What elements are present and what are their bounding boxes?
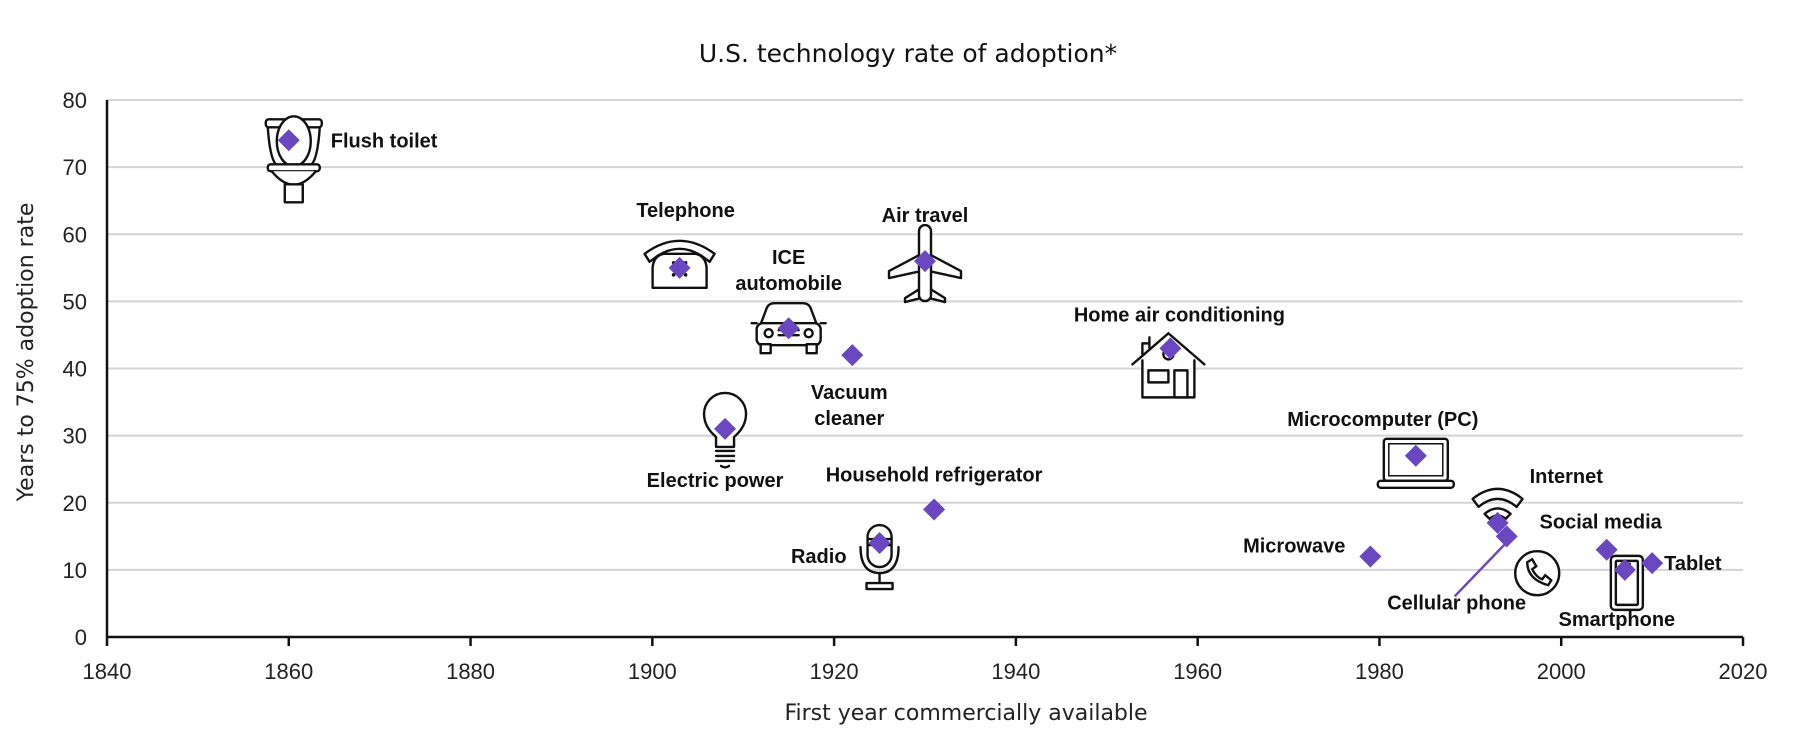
data-point-diamond [1595,538,1618,561]
x-tick-label: 1880 [446,659,495,684]
y-tick-label: 60 [63,222,87,247]
data-point-diamond [668,256,691,279]
chart-title: U.S. technology rate of adoption* [699,39,1117,68]
x-tick-label: 1980 [1355,659,1404,684]
point-label: Microwave [1243,535,1345,557]
point-label: Microcomputer (PC) [1287,409,1478,431]
wifi-icon [1471,487,1524,529]
x-tick-label: 1840 [83,659,132,684]
point-label: Flush toilet [331,130,438,152]
point-label: Radio [791,546,847,568]
x-axis-title: First year commercially available [784,701,1147,726]
x-tick-label: 1860 [264,659,313,684]
axes [105,100,1745,646]
leader-line [1453,541,1508,598]
x-tick-label: 1920 [810,659,859,684]
data-point-diamond [714,417,737,440]
x-tick-label: 1900 [628,659,677,684]
x-tick-label: 2000 [1537,659,1586,684]
point-label: Cellular phone [1387,592,1526,614]
point-label: Smartphone [1559,609,1676,631]
data-point-diamond [1159,337,1182,360]
y-tick-label: 10 [63,558,87,583]
point-label-line: automobile [735,273,842,295]
y-tick-label: 20 [63,491,87,516]
point-label-line: ICE [772,247,805,269]
point-label: Home air conditioning [1074,304,1285,326]
laptop-icon [1376,437,1456,489]
y-tick-label: 80 [63,88,87,113]
point-label-line: Vacuum [811,382,888,404]
point-label: Household refrigerator [826,464,1043,486]
y-tick-label: 40 [63,357,87,382]
tick-labels: 0 10 20 30 40 50 60 70 80 1840 1860 1880 1900 1920 194… [63,88,1768,684]
point-label: Social media [1540,512,1663,534]
point-label: Electric power [647,470,784,492]
leader-lines [1453,541,1508,598]
toilet-icon [264,115,323,204]
x-tick-label: 2020 [1719,659,1768,684]
point-label: Telephone [636,200,735,222]
data-point-diamond [1495,525,1518,548]
data-point-diamond [923,498,946,521]
phone-handset-icon [1514,550,1561,597]
point-label: ICE automobile [735,247,842,295]
point-label-line: cleaner [814,408,884,430]
data-point-diamond [914,250,936,273]
y-tick-label: 30 [63,424,87,449]
icons [264,115,1645,612]
x-tick-label: 1940 [991,659,1040,684]
data-point-diamond [1486,511,1509,534]
y-axis-title: Years to 75% adoption rate [14,203,39,503]
data-point-diamond [1404,444,1427,467]
data-point-diamond [277,129,300,152]
x-tick-label: 1960 [1173,659,1222,684]
y-tick-label: 70 [63,155,87,180]
y-tick-label: 0 [75,625,87,650]
point-label: Tablet [1664,553,1722,575]
data-point-diamond [777,317,800,340]
data-point-diamond [1359,545,1382,568]
point-label: Air travel [882,205,969,227]
point-label: Vacuum cleaner [811,382,888,430]
data-point-diamond [841,344,864,367]
data-points [277,129,1664,581]
point-labels: Flush toilet Telephone Electric power ICE au… [331,130,1722,631]
data-point-diamond [1613,558,1636,581]
y-tick-label: 50 [63,289,87,314]
point-label: Internet [1530,466,1604,488]
data-point-diamond [868,532,891,555]
data-point-diamond [1641,552,1664,575]
